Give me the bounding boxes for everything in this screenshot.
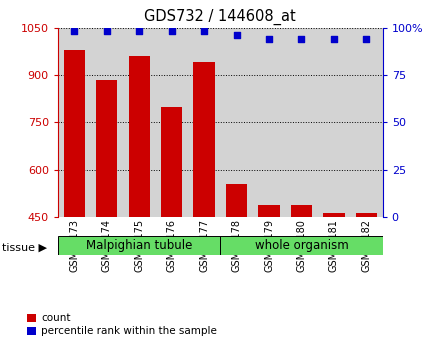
Point: [330, 36, 337, 42]
Bar: [226, 184, 247, 217]
Title: GDS732 / 144608_at: GDS732 / 144608_at: [144, 9, 296, 25]
Point: [103, 29, 110, 34]
Bar: [291, 205, 312, 217]
Legend: count, percentile rank within the sample: count, percentile rank within the sample: [28, 313, 217, 336]
Text: Malpighian tubule: Malpighian tubule: [86, 239, 192, 252]
Bar: [194, 62, 214, 217]
Bar: [129, 56, 150, 217]
Point: [233, 32, 240, 38]
Point: [135, 29, 142, 34]
Point: [298, 36, 305, 42]
Bar: [96, 80, 117, 217]
Text: tissue ▶: tissue ▶: [2, 243, 47, 252]
Point: [70, 29, 78, 34]
Bar: [220, 236, 383, 255]
Point: [168, 29, 175, 34]
Bar: [64, 50, 85, 217]
Point: [265, 36, 272, 42]
Point: [363, 36, 370, 42]
Bar: [324, 213, 344, 217]
Text: whole organism: whole organism: [255, 239, 348, 252]
Bar: [356, 213, 377, 217]
Bar: [58, 236, 220, 255]
Bar: [161, 107, 182, 217]
Point: [200, 29, 207, 34]
Bar: [259, 205, 279, 217]
